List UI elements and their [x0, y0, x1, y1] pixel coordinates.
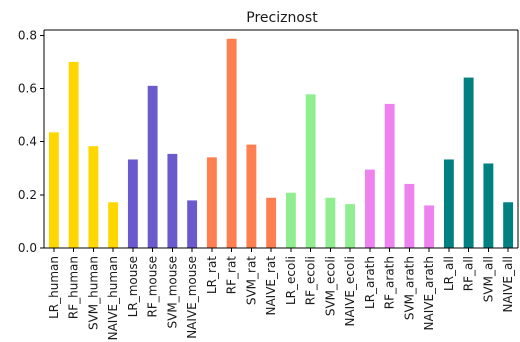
bar-LR_human	[48, 132, 59, 248]
x-tick-label: RF_rat	[225, 256, 239, 295]
y-axis: 0.0 0.2 0.4 0.6 0.8	[18, 28, 519, 255]
bar-RF_ecoli	[305, 94, 316, 248]
x-tick-label: LR_human	[47, 256, 61, 319]
y-tick-label: 0.4	[18, 135, 37, 149]
x-tick-label: NAIVE_ecoli	[343, 256, 357, 327]
bar-RF_rat	[226, 38, 237, 248]
x-axis: LR_human RF_human SVM_human NAIVE_human LR_m…	[44, 247, 518, 340]
x-tick-label: RF_ecoli	[304, 256, 318, 305]
y-tick-label: 0.2	[18, 188, 37, 202]
x-tick-label: LR_arath	[363, 256, 377, 309]
bar-SVM_human	[88, 146, 99, 248]
bar-series	[48, 38, 514, 249]
y-tick-label: 0.6	[18, 81, 37, 95]
x-tick-label: NAIVE_human	[106, 256, 120, 340]
x-tick-label: SVM_arath	[402, 256, 416, 320]
bar-NAIVE_all	[503, 202, 514, 248]
x-tick-label: NAIVE_mouse	[185, 256, 199, 339]
x-tick-label: RF_human	[67, 256, 81, 319]
bar-NAIVE_human	[108, 202, 119, 248]
x-tick-label: NAIVE_all	[501, 256, 515, 313]
bar-NAIVE_ecoli	[345, 204, 356, 248]
x-tick-label: LR_all	[442, 256, 456, 291]
x-tick-label: RF_arath	[383, 256, 397, 309]
bar-LR_rat	[206, 157, 217, 248]
bar-LR_arath	[364, 169, 375, 248]
x-tick-label: NAIVE_rat	[264, 256, 278, 316]
bar-RF_mouse	[147, 85, 158, 248]
x-tick-label: LR_rat	[205, 256, 219, 294]
x-tick-label: NAIVE_arath	[422, 256, 436, 330]
x-tick-label: SVM_human	[86, 256, 100, 330]
bar-NAIVE_mouse	[187, 200, 198, 248]
bar-LR_all	[443, 159, 454, 248]
bar-LR_mouse	[127, 159, 138, 248]
y-tick-label: 0.8	[18, 28, 37, 42]
bar-NAIVE_rat	[266, 197, 277, 248]
y-tick-label: 0.0	[18, 241, 37, 255]
x-tick-label: SVM_rat	[244, 256, 258, 305]
bar-RF_human	[68, 61, 79, 249]
x-tick-label: LR_mouse	[126, 256, 140, 317]
x-tick-label: LR_ecoli	[284, 256, 298, 305]
bar-SVM_all	[483, 163, 494, 248]
bar-LR_ecoli	[285, 192, 296, 248]
x-tick-label: SVM_mouse	[165, 256, 179, 328]
bar-SVM_rat	[246, 144, 257, 248]
bar-SVM_arath	[404, 183, 415, 248]
x-tick-label: RF_all	[462, 256, 476, 291]
bar-SVM_ecoli	[325, 197, 336, 248]
x-tick-label: SVM_ecoli	[323, 256, 337, 316]
x-tick-label: RF_mouse	[146, 256, 160, 318]
bar-RF_arath	[384, 103, 395, 248]
x-tick-label: SVM_all	[481, 256, 495, 302]
bar-SVM_mouse	[167, 153, 178, 248]
bar-NAIVE_arath	[424, 205, 435, 248]
chart-title: Preciznost	[246, 10, 318, 26]
bar-RF_all	[463, 77, 474, 248]
